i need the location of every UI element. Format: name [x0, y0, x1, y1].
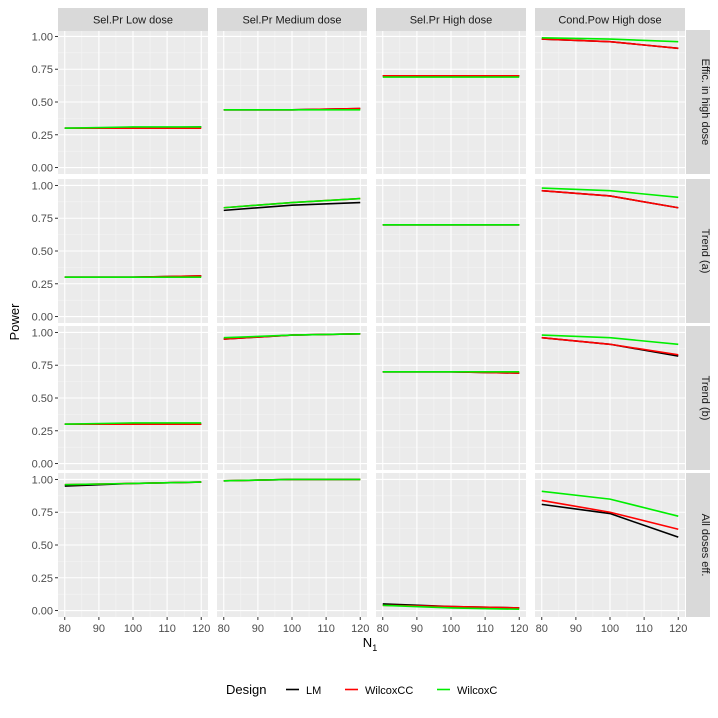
- y-tick-label: 0.00: [32, 606, 53, 618]
- row-strip: [686, 473, 710, 617]
- x-tick-label: 90: [411, 623, 423, 635]
- x-tick-label: 80: [536, 623, 548, 635]
- x-tick-label: 90: [570, 623, 582, 635]
- x-tick-label: 120: [351, 623, 369, 635]
- series-line-wilcoxc: [541, 36, 679, 43]
- row-strip: [686, 179, 710, 323]
- series-line-lm: [223, 201, 361, 212]
- x-tick-label: 80: [59, 623, 71, 635]
- column-strip-label: Cond.Pow High dose: [558, 15, 661, 27]
- legend-label-lm: LM: [306, 685, 321, 697]
- y-tick-label: 0.50: [32, 97, 53, 109]
- x-tick-label: 80: [218, 623, 230, 635]
- x-tick-label: 90: [93, 623, 105, 635]
- x-tick-label: 100: [601, 623, 619, 635]
- row-strip-label: All doses eff.: [699, 514, 711, 577]
- row-strip: [686, 30, 710, 174]
- column-strip: [58, 8, 208, 31]
- column-strip-label: Sel.Pr High dose: [410, 15, 493, 27]
- series-line-wilcoxc: [223, 197, 361, 209]
- y-tick-label: 0.25: [32, 130, 53, 142]
- series-line-wilcoxc: [382, 604, 520, 611]
- column-strip: [535, 8, 685, 31]
- x-tick-label: 100: [283, 623, 301, 635]
- y-tick-label: 0.25: [32, 279, 53, 291]
- x-tick-label: 90: [252, 623, 264, 635]
- series-line-wilcoxcc: [541, 336, 679, 356]
- x-tick-label: 120: [510, 623, 528, 635]
- series-line-wilcoxcc: [541, 189, 679, 209]
- y-tick-label: 0.50: [32, 393, 53, 405]
- y-axis-title: Power: [7, 303, 22, 341]
- y-tick-label: 1.00: [32, 327, 53, 339]
- series-line-lm: [541, 503, 679, 538]
- y-tick-label: 0.25: [32, 573, 53, 585]
- x-tick-label: 100: [442, 623, 460, 635]
- series-line-wilcoxc: [541, 187, 679, 199]
- y-tick-label: 1.00: [32, 474, 53, 486]
- y-tick-label: 0.75: [32, 64, 53, 76]
- y-tick-label: 0.50: [32, 246, 53, 258]
- x-axis-title: N1: [363, 635, 377, 653]
- row-strip-label: Trend (a): [699, 229, 711, 274]
- x-tick-label: 110: [158, 623, 176, 635]
- legend: Design LM WilcoxCC WilcoxC: [226, 681, 497, 698]
- legend-title: Design: [226, 682, 266, 697]
- y-tick-label: 0.00: [32, 312, 53, 324]
- x-axis-title-subscript: 1: [372, 643, 377, 653]
- x-tick-label: 120: [192, 623, 210, 635]
- series-line-wilcoxc: [223, 478, 361, 482]
- y-tick-label: 0.75: [32, 507, 53, 519]
- legend-label-wilcoxcc: WilcoxCC: [365, 685, 413, 697]
- series-line-wilcoxcc: [541, 499, 679, 531]
- series-line-wilcoxc: [541, 334, 679, 346]
- y-tick-label: 1.00: [32, 31, 53, 43]
- column-strip: [217, 8, 367, 31]
- y-tick-label: 0.00: [32, 459, 53, 471]
- row-strip: [686, 326, 710, 470]
- y-tick-label: 0.75: [32, 360, 53, 372]
- y-tick-label: 0.75: [32, 213, 53, 225]
- column-strip-label: Sel.Pr Low dose: [93, 15, 173, 27]
- series-line-wilcoxc: [223, 332, 361, 339]
- x-tick-label: 80: [377, 623, 389, 635]
- x-tick-label: 110: [476, 623, 494, 635]
- column-strip: [376, 8, 526, 31]
- x-tick-label: 110: [635, 623, 653, 635]
- y-tick-label: 0.00: [32, 163, 53, 175]
- x-tick-label: 100: [124, 623, 142, 635]
- y-tick-label: 0.25: [32, 426, 53, 438]
- x-tick-label: 110: [317, 623, 335, 635]
- series-line-wilcoxc: [64, 126, 202, 130]
- series-line-wilcoxc: [64, 422, 202, 426]
- column-strip-label: Sel.Pr Medium dose: [242, 15, 341, 27]
- series-line-wilcoxcc: [541, 38, 679, 50]
- legend-label-wilcoxc: WilcoxC: [457, 685, 497, 697]
- row-strip-label: Effic. in high dose: [699, 59, 711, 146]
- row-strip-label: Trend (b): [699, 376, 711, 421]
- x-axis-title-main: N: [363, 635, 372, 650]
- x-tick-label: 120: [669, 623, 687, 635]
- series-line-wilcoxc: [64, 481, 202, 486]
- panels: Sel.Pr Low dose Sel.Pr Medium dose Sel.Pr …: [32, 8, 711, 635]
- y-tick-label: 1.00: [32, 180, 53, 192]
- y-tick-label: 0.50: [32, 540, 53, 552]
- series-line-wilcoxc: [541, 490, 679, 517]
